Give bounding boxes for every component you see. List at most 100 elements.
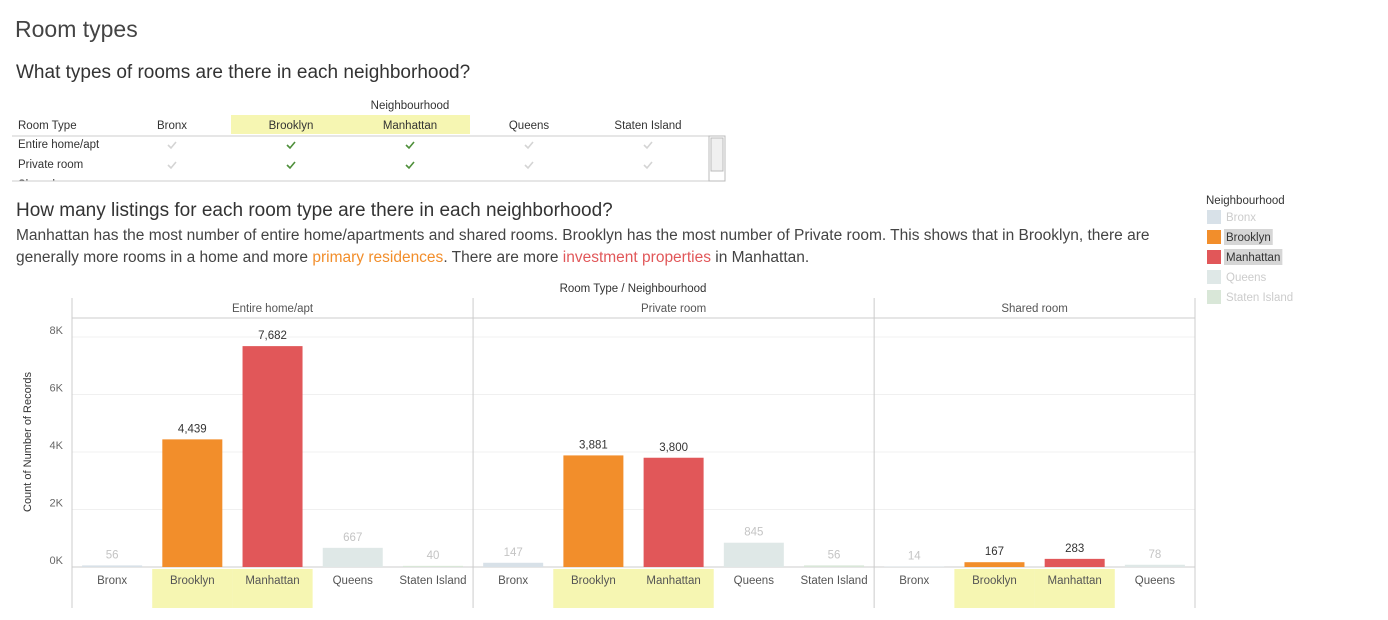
x-tick-label: Queens xyxy=(333,575,374,587)
description-text: . There are more xyxy=(443,249,563,266)
panel-label: Entire home/apt xyxy=(232,303,314,315)
category-highlight xyxy=(553,569,634,608)
x-tick-label: Staten Island xyxy=(399,575,466,587)
value-label: 147 xyxy=(504,547,523,559)
check xyxy=(286,141,296,150)
check xyxy=(167,161,177,170)
y-tick-label: 4K xyxy=(50,440,64,452)
bar xyxy=(643,457,704,567)
panel-label: Shared room xyxy=(1001,303,1067,315)
x-tick-label: Manhattan xyxy=(1047,575,1101,587)
value-label: 283 xyxy=(1065,543,1084,555)
description-highlight: primary residences xyxy=(312,249,444,266)
value-label: 56 xyxy=(828,549,841,561)
row-label: Shared room xyxy=(18,179,84,191)
check xyxy=(168,182,176,188)
column-label: Brooklyn xyxy=(269,120,314,132)
check xyxy=(286,161,296,170)
legend-label: Bronx xyxy=(1226,212,1256,224)
value-label: 667 xyxy=(343,532,362,544)
bar xyxy=(483,562,544,567)
x-tick-label: Bronx xyxy=(899,575,929,587)
check xyxy=(644,182,652,188)
y-tick-label: 0K xyxy=(50,555,64,567)
column-highlight xyxy=(231,115,351,134)
check xyxy=(287,182,295,188)
description-text: Manhattan has the most number of entire … xyxy=(16,227,1150,266)
value-label: 78 xyxy=(1148,549,1161,561)
value-label: 167 xyxy=(985,546,1004,558)
value-label: 14 xyxy=(908,551,921,563)
column-highlight xyxy=(350,115,470,134)
legend-swatch xyxy=(1207,230,1221,244)
column-header: Neighbourhood xyxy=(371,100,450,112)
description-text: in Manhattan. xyxy=(710,249,810,266)
check xyxy=(643,141,653,150)
value-label: 40 xyxy=(427,550,440,562)
legend-swatch xyxy=(1207,290,1221,304)
bar xyxy=(1124,564,1185,567)
scroll-thumb xyxy=(710,137,724,172)
bar xyxy=(322,547,383,567)
table-title: What types of rooms are there in each ne… xyxy=(16,62,471,83)
legend-swatch xyxy=(1207,210,1221,224)
check xyxy=(405,161,415,170)
value-label: 3,800 xyxy=(659,442,688,454)
panel-label: Private room xyxy=(641,303,706,315)
row-label: Entire home/apt xyxy=(18,139,100,151)
legend-highlight xyxy=(1224,249,1283,265)
bar xyxy=(242,346,303,567)
y-tick-label: 6K xyxy=(50,382,64,394)
value-label: 845 xyxy=(744,527,763,539)
category-highlight xyxy=(954,569,1035,608)
table-body: Entire home/apt Private room Shared room xyxy=(18,139,653,191)
column-label: Staten Island xyxy=(614,120,681,132)
x-tick-label: Brooklyn xyxy=(571,575,616,587)
row-header: Room Type xyxy=(18,120,77,132)
legend-highlight xyxy=(1224,229,1273,245)
legend-label: Queens xyxy=(1226,272,1267,284)
x-tick-label: Manhattan xyxy=(245,575,299,587)
legend-label: Brooklyn xyxy=(1226,232,1271,244)
bar xyxy=(723,542,784,567)
bar xyxy=(804,565,865,567)
x-tick-label: Brooklyn xyxy=(972,575,1017,587)
column-label: Queens xyxy=(509,120,550,132)
description: Manhattan has the most number of entire … xyxy=(16,225,1196,269)
y-axis-title: Count of Number of Records xyxy=(22,371,34,512)
x-tick-label: Bronx xyxy=(498,575,528,587)
bar xyxy=(162,439,223,567)
x-tick-label: Brooklyn xyxy=(170,575,215,587)
x-tick-label: Manhattan xyxy=(646,575,700,587)
legend-swatch xyxy=(1207,250,1221,264)
check xyxy=(405,141,415,150)
value-label: 3,881 xyxy=(579,439,608,451)
y-tick-label: 2K xyxy=(50,497,64,509)
x-tick-label: Bronx xyxy=(97,575,127,587)
bar xyxy=(964,562,1025,567)
category-highlight xyxy=(633,569,714,608)
category-highlight xyxy=(1034,569,1115,608)
value-label: 7,682 xyxy=(258,330,287,342)
bar xyxy=(82,565,143,567)
header-label: Room Type / Neighbourhood xyxy=(560,283,707,295)
column-label: Manhattan xyxy=(383,120,437,132)
check xyxy=(524,161,534,170)
bar xyxy=(563,455,624,567)
category-highlight xyxy=(232,569,313,608)
row-label: Private room xyxy=(18,159,83,171)
check xyxy=(167,141,177,150)
check xyxy=(643,161,653,170)
y-tick-label: 8K xyxy=(50,325,64,337)
x-tick-label: Staten Island xyxy=(800,575,867,587)
check xyxy=(525,182,533,188)
bar xyxy=(1044,558,1105,567)
x-tick-label: Queens xyxy=(1135,575,1176,587)
description-highlight: investment properties xyxy=(562,249,711,266)
legend-title: Neighbourhood xyxy=(1206,195,1285,207)
value-label: 4,439 xyxy=(178,423,207,435)
value-label: 56 xyxy=(106,549,119,561)
category-highlight xyxy=(152,569,233,608)
